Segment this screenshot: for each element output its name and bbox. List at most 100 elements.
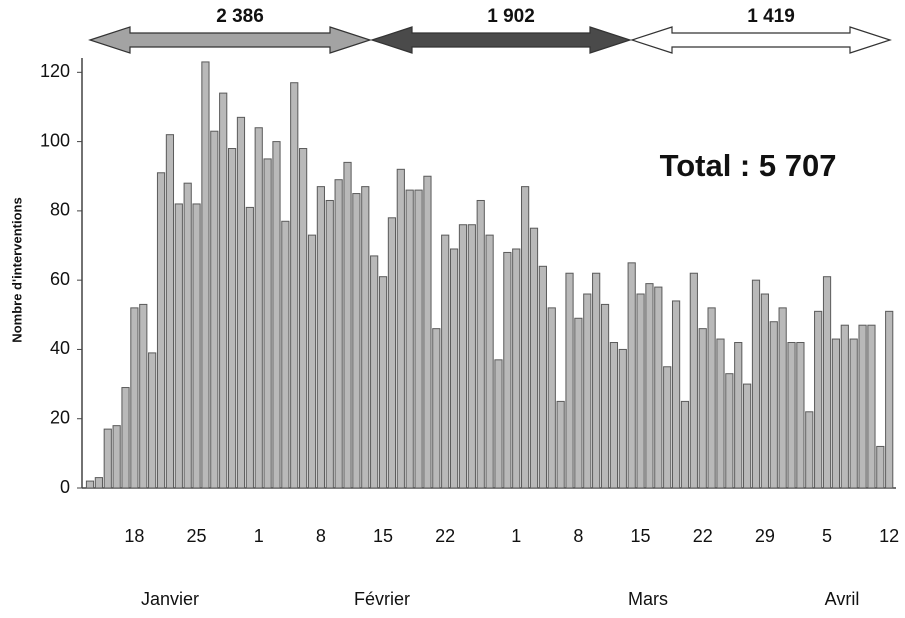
bar xyxy=(485,234,494,489)
bar xyxy=(219,92,228,489)
x-tick-label: 5 xyxy=(822,526,832,546)
bar xyxy=(467,224,476,489)
bar xyxy=(503,251,512,489)
bar xyxy=(547,307,556,489)
y-tick-label: 20 xyxy=(50,407,70,427)
x-tick-label: 8 xyxy=(316,526,326,546)
bar xyxy=(361,186,370,489)
period-arrow xyxy=(630,26,892,54)
bar xyxy=(299,148,308,489)
bar xyxy=(263,158,272,489)
bar xyxy=(680,400,690,489)
bar xyxy=(769,321,778,489)
bar xyxy=(600,303,610,489)
x-tick-label: 29 xyxy=(755,526,775,546)
period-arrow xyxy=(88,26,372,54)
bar xyxy=(760,293,769,489)
bar xyxy=(432,328,441,489)
month-label: Avril xyxy=(825,589,860,609)
bar xyxy=(183,182,192,489)
bar xyxy=(529,227,539,489)
x-tick-label: 8 xyxy=(573,526,583,546)
bar xyxy=(805,411,814,489)
bar xyxy=(707,307,716,489)
month-label: Février xyxy=(354,589,410,609)
bar xyxy=(725,373,734,489)
bar xyxy=(822,276,832,489)
bar xyxy=(148,352,157,489)
bar xyxy=(210,130,219,489)
bar xyxy=(449,248,459,489)
x-tick-label: 18 xyxy=(124,526,144,546)
bar xyxy=(405,189,414,489)
bar xyxy=(236,116,246,489)
bar xyxy=(885,310,894,489)
bar xyxy=(840,324,849,489)
bar xyxy=(716,338,725,489)
bar xyxy=(441,234,450,489)
x-tick-label: 22 xyxy=(435,526,455,546)
bar xyxy=(476,199,485,489)
bar xyxy=(743,383,752,489)
bar xyxy=(583,293,592,489)
period-arrow xyxy=(370,26,632,54)
bar xyxy=(396,168,405,489)
bar xyxy=(849,338,858,489)
x-tick-label: 1 xyxy=(511,526,521,546)
bar xyxy=(103,428,112,489)
bar xyxy=(254,127,263,489)
bar xyxy=(654,286,663,489)
x-tick-label: 12 xyxy=(879,526,899,546)
bar xyxy=(671,300,681,489)
bar xyxy=(112,425,121,489)
bar xyxy=(85,480,95,489)
bar xyxy=(689,272,698,489)
bar xyxy=(156,172,166,489)
bar xyxy=(245,206,254,489)
bar xyxy=(334,179,343,489)
bar xyxy=(831,338,841,489)
period-label: 2 386 xyxy=(216,6,264,27)
y-tick-label: 100 xyxy=(40,130,70,150)
bar xyxy=(458,224,468,489)
bar xyxy=(352,193,361,489)
bar xyxy=(876,445,885,489)
bar xyxy=(316,186,325,489)
bar xyxy=(139,303,148,489)
bar xyxy=(343,161,352,489)
total-label: Total : 5 707 xyxy=(660,148,837,183)
period-label: 1 902 xyxy=(487,6,535,27)
bar xyxy=(778,307,787,489)
x-tick-label: 15 xyxy=(373,526,393,546)
x-tick-label: 15 xyxy=(631,526,651,546)
bar xyxy=(751,279,761,489)
bar xyxy=(227,148,237,489)
bar xyxy=(281,220,290,489)
bar xyxy=(378,276,388,489)
bar xyxy=(814,310,823,489)
bar xyxy=(556,400,565,489)
bar xyxy=(565,272,574,489)
bar xyxy=(94,477,103,489)
y-tick-label: 0 xyxy=(60,477,70,497)
bar xyxy=(130,307,139,489)
bar xyxy=(867,324,876,489)
bar xyxy=(387,217,397,489)
y-tick-label: 40 xyxy=(50,338,70,358)
bar xyxy=(370,255,379,489)
y-tick-label: 80 xyxy=(50,200,70,220)
bar xyxy=(618,348,627,489)
bar xyxy=(174,203,183,489)
bar xyxy=(290,82,299,489)
bar xyxy=(165,134,175,489)
bar xyxy=(192,203,201,489)
month-label: Janvier xyxy=(141,589,199,609)
bar xyxy=(521,186,530,489)
bar xyxy=(272,141,281,489)
x-tick-label: 22 xyxy=(693,526,713,546)
bar xyxy=(325,199,334,489)
x-tick-label: 25 xyxy=(187,526,207,546)
bar xyxy=(645,283,654,489)
bar xyxy=(574,317,583,489)
